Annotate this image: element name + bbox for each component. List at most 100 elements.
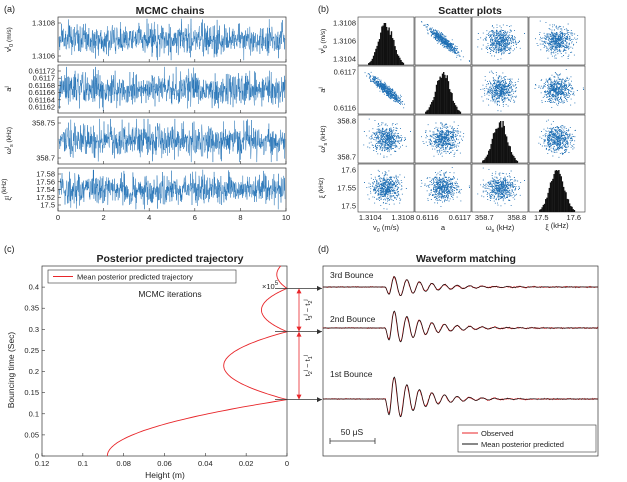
scatter-xlabel-unit: (m/s) (380, 223, 400, 232)
hist-bar (509, 146, 511, 163)
scatter-cell-frame (414, 163, 472, 213)
traj-ytick: 0.3 (29, 325, 39, 334)
traj-ytick: 0.15 (24, 388, 39, 397)
hist-bar (570, 205, 572, 212)
bounce-time-arrowhead (317, 397, 322, 403)
scatter-xlabel-sub: s (492, 228, 495, 234)
scatter-ytick: 1.3104 (333, 55, 356, 64)
hist-bar (513, 156, 515, 163)
hist-bar (396, 54, 399, 65)
scatter-xlabel-symbol: a (441, 223, 446, 232)
hist-bar (368, 63, 370, 65)
scatter-cell-xi-xi (528, 163, 586, 213)
hist-bar (395, 49, 397, 65)
hist-bar (541, 207, 543, 212)
hist-bar (491, 138, 494, 163)
scatter-points (420, 166, 470, 207)
chain-ylabel-unit: (m/s) (6, 27, 13, 44)
scatter-xtick: 1.3108 (391, 213, 414, 222)
hist-bar (546, 197, 548, 212)
hist-bar (543, 203, 546, 212)
scatter-xlabel-unit: (kHz) (494, 223, 514, 232)
interval-label: t3j − t2j (303, 299, 314, 320)
chain-trace-xi (58, 169, 286, 210)
hist-bar (450, 91, 452, 114)
hist-bar (426, 110, 428, 114)
scatter-points (363, 118, 411, 158)
chain-ylabel-unit: (kHz) (6, 127, 13, 144)
interval-label: t2j − t1j (303, 355, 314, 376)
scatter-ylabel-unit: (m/s) (320, 29, 327, 46)
hist-bar (502, 121, 504, 163)
chain-xtick-label: 0 (56, 213, 60, 222)
hist-bar (381, 26, 383, 66)
hist-bar (378, 39, 381, 65)
scatter-ylabel-unit: (kHz) (318, 178, 325, 195)
panel-a-x-exponent-base: ×10 (262, 282, 275, 291)
hist-bar (389, 34, 391, 65)
hist-bar (504, 134, 507, 163)
bounce-time-arrowhead (317, 285, 322, 291)
hist-bar (380, 32, 382, 65)
panel-c-title: Posterior predicted trajectory (96, 253, 243, 265)
hist-bar (540, 209, 542, 212)
scatter-ylabel-symbol: ξ (318, 194, 327, 198)
traj-xtick: 0.12 (35, 459, 50, 468)
scatter-cell-xi-v0 (357, 163, 415, 213)
predicted-waveform (323, 310, 598, 343)
scatter-ylabel: vj0 (m/s) (318, 29, 329, 54)
observed-waveform (322, 377, 599, 418)
hist-bar (500, 121, 502, 163)
chain-ytick: 358.7 (36, 154, 55, 163)
hist-bar (375, 48, 377, 65)
hist-bar (377, 41, 380, 65)
chain-ylabel-symbol: ξ (4, 196, 13, 200)
scatter-cell-frame (357, 65, 415, 115)
hist-bar (369, 62, 371, 65)
hist-bar (374, 52, 376, 65)
scatter-xtick: 17.6 (566, 213, 581, 222)
trajectory-legend (47, 269, 237, 284)
traj-xtick: 0.04 (198, 459, 213, 468)
panel-c-xlabel: Height (m) (145, 470, 185, 480)
scatter-xlabel: ωs (kHz) (486, 223, 515, 234)
chain-xtick-label: 10 (282, 213, 290, 222)
chain-xtick-label: 4 (147, 213, 151, 222)
chain-ytick: 0.61172 (28, 67, 55, 76)
hist-bar (567, 199, 570, 212)
interval-arrow-head (296, 326, 302, 332)
hist-bar (452, 100, 454, 114)
scatter-cell-v0-v0 (357, 16, 415, 66)
interval-sup2: j (303, 299, 309, 301)
scatter-ytick: 17.6 (341, 166, 356, 175)
traj-ytick: 0.25 (24, 346, 39, 355)
hist-bar (549, 182, 552, 212)
hist-bar (370, 60, 372, 65)
hist-bar (551, 181, 553, 212)
hist-bar (486, 154, 489, 163)
hist-bar (431, 101, 433, 114)
hist-bar (459, 111, 462, 114)
hist-bar (446, 75, 448, 114)
hist-bar (547, 192, 549, 212)
hist-bar (511, 154, 514, 163)
chain-ytick: 0.61166 (28, 88, 55, 97)
chain-ylabel-symbol: v (4, 48, 13, 52)
hist-bar (542, 204, 545, 212)
hist-bar (376, 45, 378, 65)
hist-bar (555, 170, 558, 212)
chain-trace-v0 (58, 18, 286, 61)
traj-xtick: 0.06 (157, 459, 172, 468)
interval-arrow-head (296, 288, 302, 294)
hist-bar (400, 59, 402, 65)
traj-ytick: 0.4 (29, 283, 39, 292)
traj-xtick: 0.08 (116, 459, 131, 468)
legend-label: Mean posterior predicted (481, 440, 564, 449)
chain-frame (57, 64, 287, 114)
scatter-ylabel-sup: j (318, 146, 324, 148)
scatter-xtick: 17.5 (534, 213, 549, 222)
scatter-cell-a-a (414, 65, 472, 115)
chain-ytick: 17.56 (36, 177, 55, 186)
scatter-cell-v0-omega_s (471, 16, 529, 66)
scatter-cell-xi-a (414, 163, 472, 213)
